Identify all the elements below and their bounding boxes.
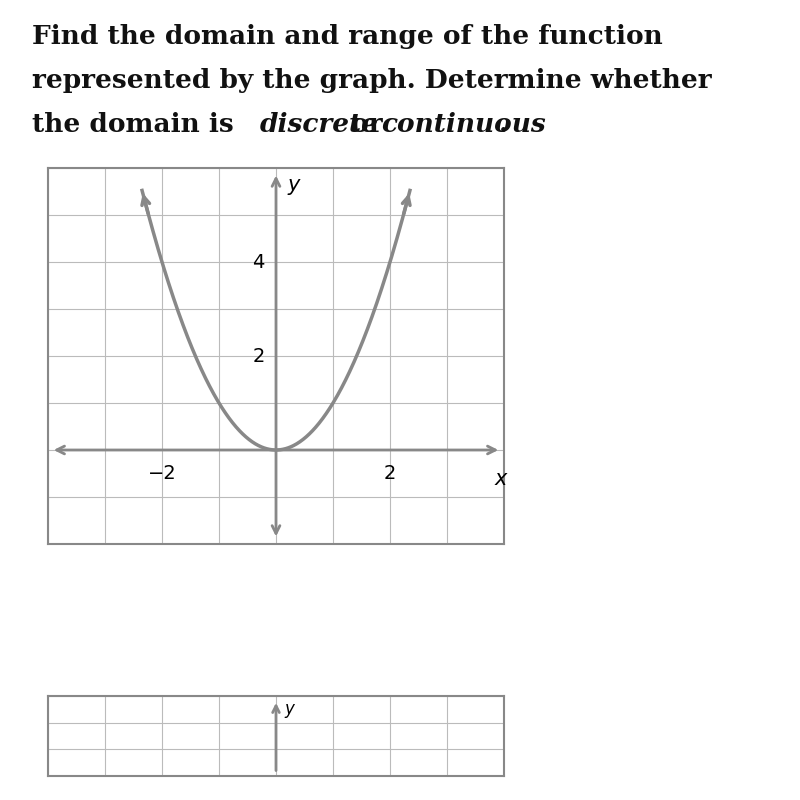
Text: 4: 4 — [252, 253, 265, 271]
Text: continuous: continuous — [381, 112, 546, 137]
Text: 2: 2 — [384, 464, 396, 483]
Text: 2: 2 — [252, 346, 265, 366]
Text: the domain is: the domain is — [32, 112, 243, 137]
Text: y: y — [287, 175, 300, 195]
Text: .: . — [499, 112, 508, 137]
Text: Find the domain and range of the function: Find the domain and range of the functio… — [32, 24, 662, 49]
Text: x: x — [495, 469, 507, 489]
Text: represented by the graph. Determine whether: represented by the graph. Determine whet… — [32, 68, 712, 93]
Text: or: or — [342, 112, 392, 137]
Text: −2: −2 — [148, 464, 176, 483]
Text: discrete: discrete — [260, 112, 379, 137]
Text: y: y — [285, 700, 294, 718]
